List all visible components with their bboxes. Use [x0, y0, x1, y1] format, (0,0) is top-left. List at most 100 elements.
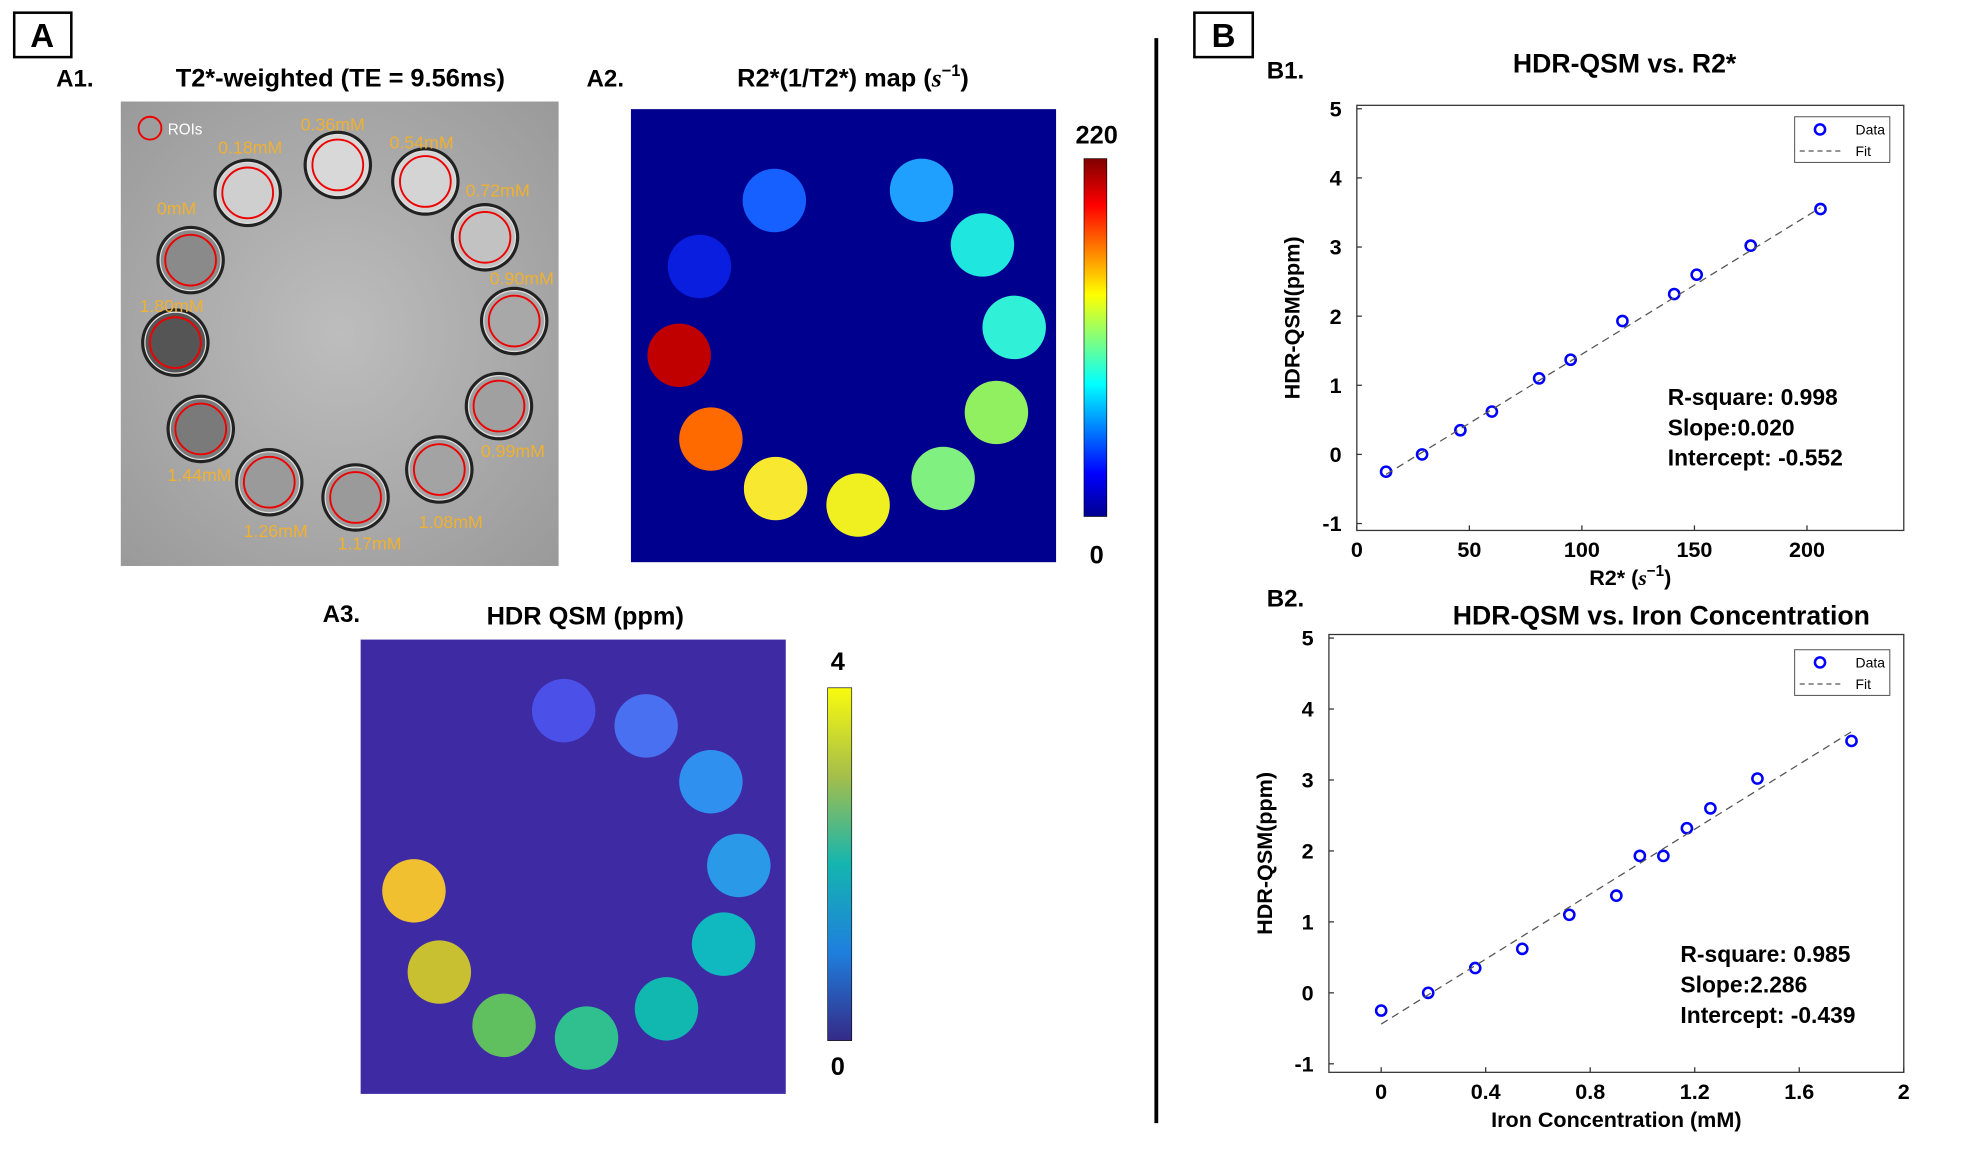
colorbar-label: 4 [831, 648, 845, 676]
tube [743, 456, 808, 521]
data-point [1633, 849, 1647, 863]
panel-box [12, 11, 73, 59]
x-label-part: Iron Concentration (mM) [1491, 1107, 1741, 1132]
x-tick-label: 0 [1375, 1079, 1387, 1104]
x-axis-label: Iron Concentration (mM) [1491, 1107, 1741, 1132]
concentration-label: 1.80mM [139, 296, 203, 316]
tube [826, 473, 890, 537]
legend-label: ROIs [168, 122, 203, 139]
annotation: R-square: 0.998 [1668, 384, 1838, 410]
y-tick-label: -1 [1322, 511, 1341, 536]
chart-title: HDR-QSM vs. Iron Concentration [1453, 600, 1870, 630]
image-title: HDR QSM (ppm) [487, 602, 684, 630]
tubes [647, 158, 1046, 537]
y-tick-label: 3 [1330, 235, 1342, 260]
roi [472, 379, 526, 433]
tube-inner [306, 133, 369, 197]
legend-marker [1813, 656, 1827, 669]
tube [554, 1006, 619, 1070]
subpanel-label: A1. [56, 65, 94, 92]
y-tick-label: 0 [1330, 442, 1342, 467]
x-tick-label: 1.2 [1680, 1079, 1710, 1104]
image-title: T2*-weighted (TE = 9.56ms) [176, 64, 505, 92]
concentration-label: 0.36mM [301, 115, 365, 135]
x-tick-label: 200 [1789, 537, 1825, 562]
legend-label: Data [1856, 655, 1886, 671]
x-tick-label: 0.4 [1471, 1079, 1501, 1104]
roi [221, 166, 275, 220]
x-tick-label: 2 [1898, 1079, 1910, 1104]
y-tick-label: 5 [1302, 626, 1314, 651]
concentration-label: 1.26mM [244, 521, 308, 541]
x-label-part: R2* ( [1589, 565, 1639, 590]
tube [889, 158, 954, 223]
fit-line [1385, 207, 1821, 475]
y-tick-label: 2 [1302, 839, 1314, 864]
concentration-label: 0.72mM [466, 181, 530, 201]
tube [531, 678, 596, 743]
image-title: R2*(1/T2*) map (s−1) [737, 62, 969, 92]
tube-inner [159, 229, 222, 292]
data-point [1454, 423, 1467, 437]
data-point [1562, 908, 1576, 922]
data-point [1751, 772, 1764, 785]
tube-inner [144, 311, 207, 374]
title-unit: s [931, 64, 942, 92]
data-point [1744, 239, 1758, 252]
tube [667, 234, 732, 299]
roi [242, 455, 296, 509]
panel-label: A [30, 17, 54, 54]
axes-box [1356, 104, 1905, 532]
legend-label: Data [1856, 122, 1886, 138]
concentration-label: 0.99mM [481, 441, 545, 461]
colorbar-label: 0 [831, 1053, 845, 1081]
tube [614, 694, 678, 758]
y-tick-label: 5 [1330, 96, 1342, 121]
tube-inner [216, 161, 279, 224]
legend-marker [1813, 123, 1827, 136]
chart-title: HDR-QSM vs. R2* [1513, 48, 1737, 78]
tube-inner [238, 451, 301, 514]
tube [634, 977, 699, 1041]
legend-marker [137, 115, 163, 141]
roi [399, 155, 452, 208]
concentration-label: 0.54mM [389, 132, 453, 152]
colorbar [1083, 158, 1108, 517]
subpanel-label: B2. [1267, 586, 1305, 613]
title-exp: −1 [942, 62, 961, 80]
subpanel-label: A2. [587, 65, 625, 92]
roi [412, 443, 466, 496]
tube [679, 749, 743, 814]
x-tick-label: 0.8 [1575, 1079, 1605, 1104]
data-point [1532, 372, 1546, 385]
annotation: Intercept: -0.552 [1668, 445, 1843, 471]
roi [149, 316, 202, 369]
tube [742, 168, 807, 233]
axes-box [1328, 633, 1905, 1073]
data-point [1374, 1004, 1388, 1017]
concentration-label: 0.18mM [218, 138, 282, 158]
y-tick-label: 4 [1302, 697, 1314, 722]
tube [691, 912, 756, 976]
legend-label: Fit [1856, 676, 1872, 692]
roi [329, 471, 382, 524]
tube-inner [324, 466, 387, 529]
tube [950, 213, 1015, 277]
y-tick-label: 2 [1330, 304, 1342, 329]
annotation: R-square: 0.985 [1680, 941, 1850, 967]
data-point [1515, 942, 1529, 956]
colorbar-label: 220 [1076, 121, 1118, 149]
tube-inner [394, 150, 457, 213]
concentration-label: 1.08mM [419, 512, 483, 532]
tube [472, 993, 536, 1058]
tube-inner [169, 397, 232, 461]
data-point [1564, 353, 1577, 367]
subpanel-label: A3. [323, 601, 361, 628]
y-tick-label: 3 [1302, 768, 1314, 793]
y-axis-label: HDR-QSM(ppm) [1252, 772, 1277, 935]
y-tick-label: 1 [1302, 910, 1314, 935]
x-tick-label: 1.6 [1784, 1079, 1814, 1104]
x-tick-label: 150 [1676, 537, 1712, 562]
